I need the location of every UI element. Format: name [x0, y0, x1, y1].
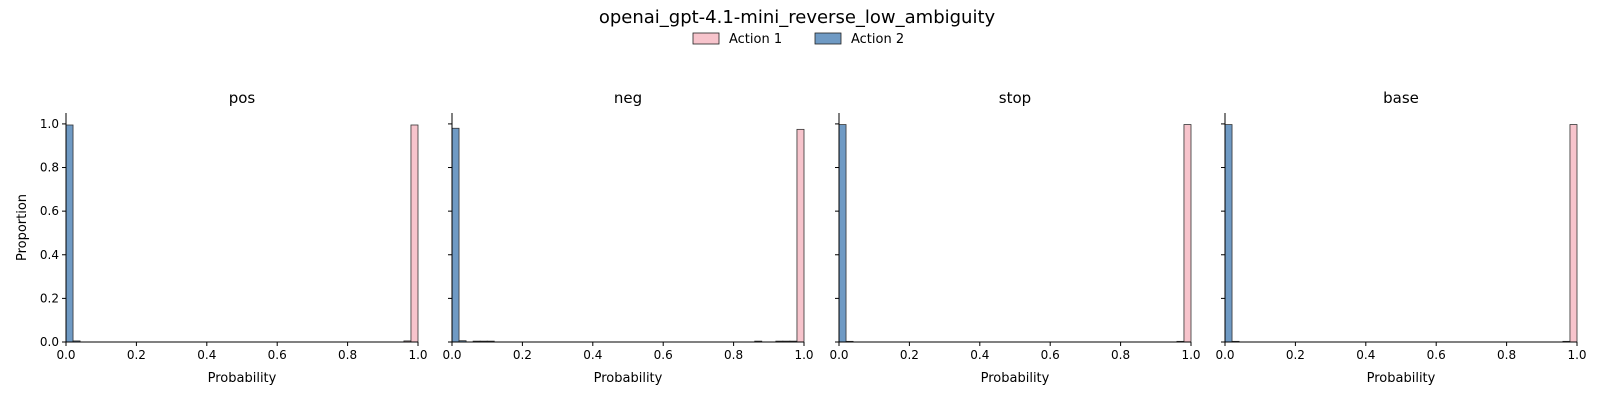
x-tick-label: 0.2 [1286, 348, 1305, 362]
x-tick-label: 1.0 [794, 348, 813, 362]
x-tick-label: 1.0 [1181, 348, 1200, 362]
x-tick-label: 0.6 [1427, 348, 1446, 362]
y-tick-label: 1.0 [40, 117, 59, 131]
panel-base: base 0.0 0.2 0.4 0.6 0.8 1.0 Probability [1215, 89, 1586, 386]
legend: Action 1 Action 2 [692, 32, 904, 47]
x-tick-label: 0.0 [829, 348, 848, 362]
panel-stop: stop 0.0 0.2 0.4 0.6 0.8 1.0 Probability [829, 89, 1200, 386]
x-axis-label: Probability [594, 371, 663, 386]
x-tick-label: 0.4 [970, 348, 989, 362]
histogram-bar-action-2 [1224, 124, 1233, 343]
legend-label-action-1: Action 1 [729, 32, 782, 47]
x-tick-label: 0.8 [338, 348, 357, 362]
histogram-bar-action-1 [796, 128, 805, 343]
x-axis-label: Probability [981, 371, 1050, 386]
panel-title: stop [999, 89, 1031, 107]
x-tick-label: 1.0 [1567, 348, 1586, 362]
x-tick-label: 0.0 [1215, 348, 1234, 362]
x-tick-label: 0.6 [268, 348, 287, 362]
legend-label-action-2: Action 2 [851, 32, 904, 47]
histogram-bar-action-2 [65, 124, 74, 343]
y-axis-label: Proportion [15, 194, 30, 261]
panel-neg: neg 0.0 0.2 0.4 0.6 0.8 1.0 Probability [442, 89, 813, 386]
x-tick-label: 0.2 [900, 348, 919, 362]
x-tick-label: 0.0 [56, 348, 75, 362]
legend-swatch-action-1 [692, 32, 720, 45]
panel-title: neg [614, 89, 642, 107]
histogram-bar-action-1 [1569, 124, 1578, 343]
x-tick-label: 0.6 [654, 348, 673, 362]
x-tick-label: 0.4 [197, 348, 216, 362]
panel-title: base [1383, 89, 1419, 107]
y-tick-label: 0.4 [40, 248, 59, 262]
x-tick-label: 0.2 [127, 348, 146, 362]
panel-title: pos [229, 89, 256, 107]
panels: pos 0.0 0.2 0.4 0.6 0.8 1.0 0.0 0.2 0.4 0.6 0.8 1.0 P… [15, 89, 1587, 386]
histogram-bar-action-1 [410, 124, 419, 343]
x-tick-label: 0.8 [1497, 348, 1516, 362]
legend-swatch-action-2 [814, 32, 842, 45]
x-tick-label: 0.6 [1041, 348, 1060, 362]
y-tick-label: 0.0 [40, 335, 59, 349]
histogram-bar-action-2 [838, 124, 847, 343]
x-tick-label: 0.0 [442, 348, 461, 362]
y-tick-label: 0.6 [40, 204, 59, 218]
x-tick-label: 0.4 [1356, 348, 1375, 362]
panel-pos: pos 0.0 0.2 0.4 0.6 0.8 1.0 0.0 0.2 0.4 0.6 0.8 1.0 P… [15, 89, 428, 386]
y-tick-label: 0.8 [40, 161, 59, 175]
figure-title: openai_gpt-4.1-mini_reverse_low_ambiguit… [599, 7, 996, 28]
histogram-bar-action-2 [451, 127, 460, 343]
x-axis-label: Probability [1367, 371, 1436, 386]
x-tick-label: 0.4 [583, 348, 602, 362]
y-tick-label: 0.2 [40, 291, 59, 305]
x-tick-label: 0.8 [724, 348, 743, 362]
x-tick-label: 0.8 [1111, 348, 1130, 362]
x-tick-label: 1.0 [408, 348, 427, 362]
x-axis-label: Probability [208, 371, 277, 386]
x-tick-label: 0.2 [513, 348, 532, 362]
histogram-bar-action-1 [1183, 124, 1192, 343]
